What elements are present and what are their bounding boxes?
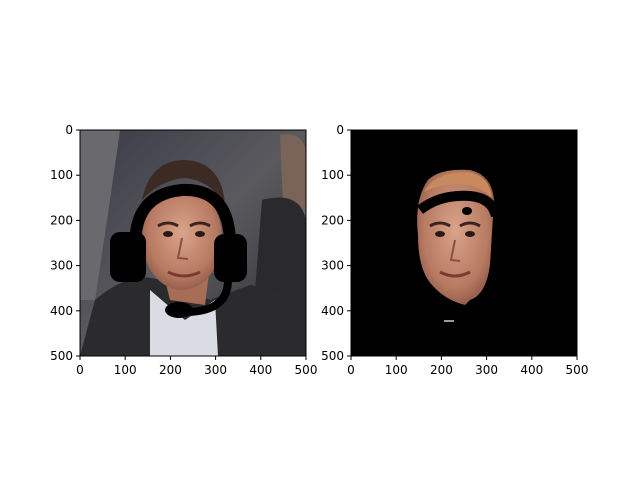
right-y-tick-label: 200 — [321, 213, 344, 227]
right-x-tick-label: 200 — [430, 363, 453, 377]
right-y-tick-label: 100 — [321, 168, 344, 182]
left-x-tick-label: 400 — [249, 363, 272, 377]
right-y-tick-label: 0 — [336, 123, 344, 137]
right-y-axis: 0 100 200 300 400 500 — [321, 123, 351, 363]
left-y-tick-label: 300 — [50, 259, 73, 273]
right-y-tick-label: 400 — [321, 304, 344, 318]
right-x-tick-label: 400 — [520, 363, 543, 377]
right-x-tick-label: 100 — [385, 363, 408, 377]
right-y-tick-label: 300 — [321, 259, 344, 273]
left-y-axis: 0 100 200 300 400 500 — [50, 123, 80, 363]
left-y-tick-label: 200 — [50, 213, 73, 227]
left-y-tick-label: 0 — [65, 123, 73, 137]
right-x-axis: 0 100 200 300 400 500 — [347, 356, 588, 377]
left-x-axis: 0 100 200 300 400 500 — [76, 356, 317, 377]
left-x-tick-label: 300 — [204, 363, 227, 377]
left-subplot: 0 100 200 300 400 500 0 100 200 300 400 500 — [50, 123, 317, 377]
left-x-tick-label: 200 — [159, 363, 182, 377]
right-subplot: 0 100 200 300 400 500 0 100 200 300 400 500 — [321, 123, 588, 377]
right-x-tick-label: 500 — [566, 363, 589, 377]
left-y-tick-label: 100 — [50, 168, 73, 182]
left-x-tick-label: 500 — [295, 363, 318, 377]
right-x-tick-label: 0 — [347, 363, 355, 377]
right-image — [351, 130, 577, 356]
left-y-tick-label: 500 — [50, 349, 73, 363]
left-image — [80, 130, 306, 356]
left-y-tick-label: 400 — [50, 304, 73, 318]
left-x-tick-label: 100 — [114, 363, 137, 377]
right-y-tick-label: 500 — [321, 349, 344, 363]
left-x-tick-label: 0 — [76, 363, 84, 377]
left-axes-frame — [79, 129, 307, 357]
right-x-tick-label: 300 — [475, 363, 498, 377]
right-axes-frame — [350, 129, 578, 357]
